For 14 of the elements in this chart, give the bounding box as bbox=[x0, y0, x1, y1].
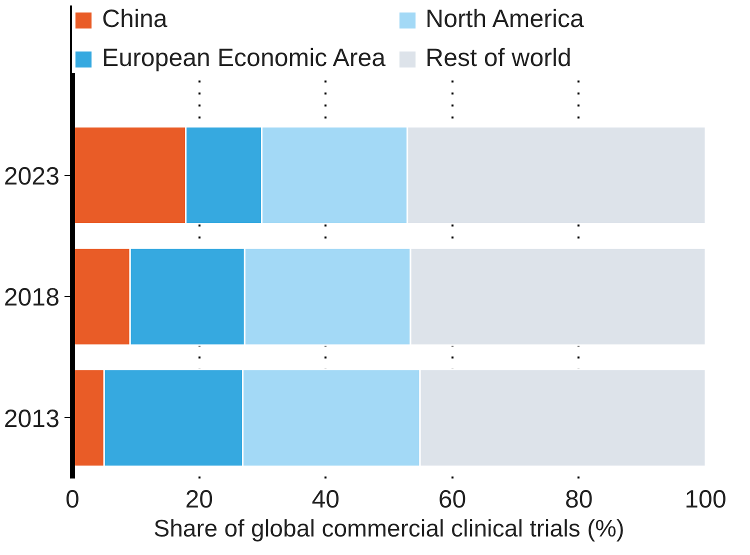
legend-label: North America bbox=[426, 5, 584, 34]
x-tick-label: 60 bbox=[438, 486, 466, 514]
x-tick-label: 20 bbox=[185, 486, 214, 514]
x-tick-label: 100 bbox=[684, 486, 726, 514]
x-tick-label: 80 bbox=[564, 486, 593, 514]
legend-label: Rest of world bbox=[426, 44, 572, 73]
x-tick-label: 0 bbox=[66, 486, 80, 514]
legend-label: European Economic Area bbox=[102, 44, 386, 73]
x-tick-label: 40 bbox=[312, 486, 340, 514]
x-axis-title: Share of global commercial clinical trials (%) bbox=[154, 516, 624, 542]
y-tick-label: 2013 bbox=[4, 404, 60, 433]
legend-label: China bbox=[102, 5, 168, 34]
y-tick-label: 2023 bbox=[4, 162, 60, 190]
y-tick-label: 2018 bbox=[4, 284, 60, 312]
